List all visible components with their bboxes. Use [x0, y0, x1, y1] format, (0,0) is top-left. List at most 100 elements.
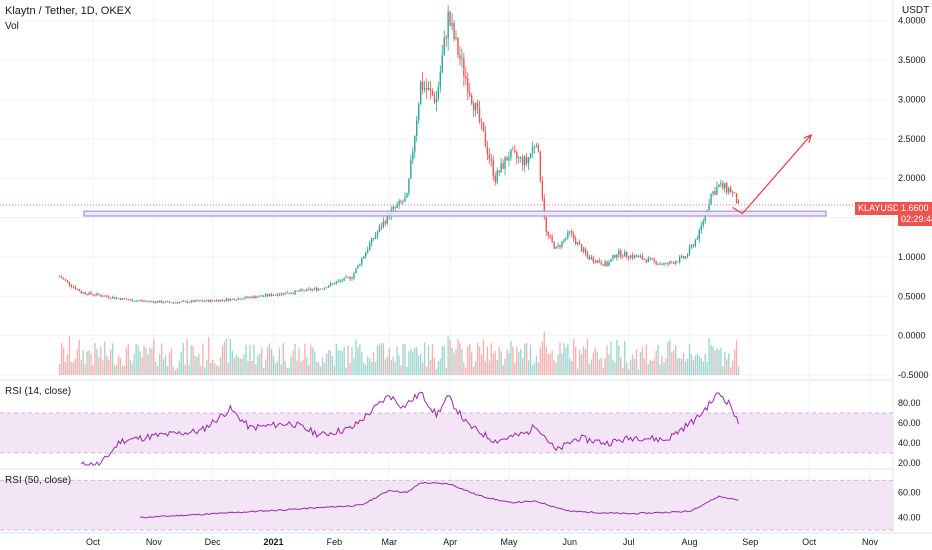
candle-body: [96, 293, 98, 296]
volume-bar: [361, 352, 363, 375]
candle-body: [616, 254, 618, 258]
candle-body: [686, 254, 689, 257]
candle-body: [210, 299, 212, 302]
candle-body: [631, 255, 634, 258]
volume-bar: [520, 348, 522, 375]
volume-bar: [514, 362, 516, 375]
candle-body: [278, 294, 281, 296]
volume-bar: [253, 344, 255, 375]
volume-bar: [72, 362, 75, 375]
candle-body: [490, 159, 492, 161]
volume-bar: [557, 354, 559, 375]
candle-body: [353, 273, 355, 279]
volume-bar: [357, 347, 359, 375]
volume-bar: [94, 343, 96, 375]
candle-body: [455, 37, 457, 39]
rsi14-series-line: [80, 391, 739, 466]
candle-body: [457, 37, 459, 56]
candle-body: [259, 295, 261, 297]
volume-bar: [443, 346, 445, 375]
volume-bar: [641, 346, 644, 375]
volume-bar: [396, 346, 398, 375]
candle-body: [245, 296, 247, 299]
volume-bar: [474, 361, 477, 375]
volume-bar: [574, 346, 577, 375]
volume-bar: [86, 351, 88, 375]
candle-body: [678, 257, 681, 262]
volume-bar: [304, 343, 306, 375]
volume-bar: [525, 342, 528, 375]
volume-bar: [698, 356, 700, 375]
volume-bar: [312, 347, 314, 375]
volume-bar: [702, 361, 704, 375]
volume-bar: [567, 344, 569, 375]
candle-body: [518, 157, 520, 159]
candle-body: [653, 258, 655, 261]
volume-bar: [370, 361, 373, 375]
forecast-arrow-line: [732, 134, 812, 215]
candle-body: [370, 238, 373, 244]
candle-body: [365, 252, 367, 257]
volume-bar: [298, 348, 300, 375]
candle-body: [663, 263, 665, 265]
candle-body: [384, 221, 387, 224]
volume-bar: [74, 358, 77, 375]
volume-bar: [98, 356, 100, 375]
volume-bar: [559, 342, 561, 375]
candle-body: [571, 231, 573, 234]
volume-bar: [106, 355, 108, 375]
candle-body: [480, 121, 483, 123]
candle-body: [712, 191, 714, 194]
candle-body: [239, 298, 241, 300]
volume-bar: [302, 359, 304, 375]
volume-bar: [733, 349, 736, 375]
candle-body: [551, 236, 553, 242]
volume-bar: [665, 358, 667, 375]
volume-bar: [135, 343, 137, 375]
volume-bar: [92, 364, 94, 375]
volume-bar: [496, 359, 498, 375]
volume-bar: [608, 354, 610, 375]
volume-bar: [688, 344, 691, 375]
forecast-arrow-head: [803, 133, 813, 143]
volume-bar: [306, 356, 308, 375]
candle-body: [376, 231, 379, 236]
candle-body: [121, 298, 124, 300]
candle-body: [529, 153, 532, 158]
volume-bar: [463, 362, 465, 375]
volume-bar: [294, 343, 296, 375]
candle-body: [598, 260, 600, 263]
volume-bar: [522, 357, 524, 375]
volume-bar: [149, 347, 151, 375]
candle-body: [231, 298, 233, 300]
volume-bar: [249, 344, 251, 375]
candle-body: [192, 300, 194, 303]
candle-body: [257, 296, 259, 298]
volume-bar: [119, 358, 122, 375]
candle-body: [573, 233, 575, 239]
volume-bar: [327, 350, 330, 375]
candle-body: [133, 301, 135, 303]
candle-body: [190, 300, 192, 303]
volume-bar: [111, 343, 114, 375]
candle-body: [66, 280, 69, 282]
candle-body: [374, 235, 377, 239]
volume-bar: [251, 361, 253, 375]
volume-bar: [323, 362, 326, 375]
volume-bar: [180, 351, 182, 375]
volume-bar: [196, 357, 198, 375]
candle-body: [380, 226, 383, 228]
candle-body: [645, 259, 648, 263]
volume-bar: [492, 353, 494, 375]
candle-body: [166, 301, 169, 303]
candle-body: [655, 260, 657, 265]
volume-bar: [284, 360, 286, 375]
candle-body: [539, 151, 542, 181]
volume-bar: [618, 345, 620, 375]
volume-bar: [200, 365, 202, 375]
volume-bar: [164, 355, 167, 375]
volume-bar: [423, 342, 426, 375]
volume-bar: [518, 352, 520, 375]
volume-bar: [667, 341, 669, 375]
